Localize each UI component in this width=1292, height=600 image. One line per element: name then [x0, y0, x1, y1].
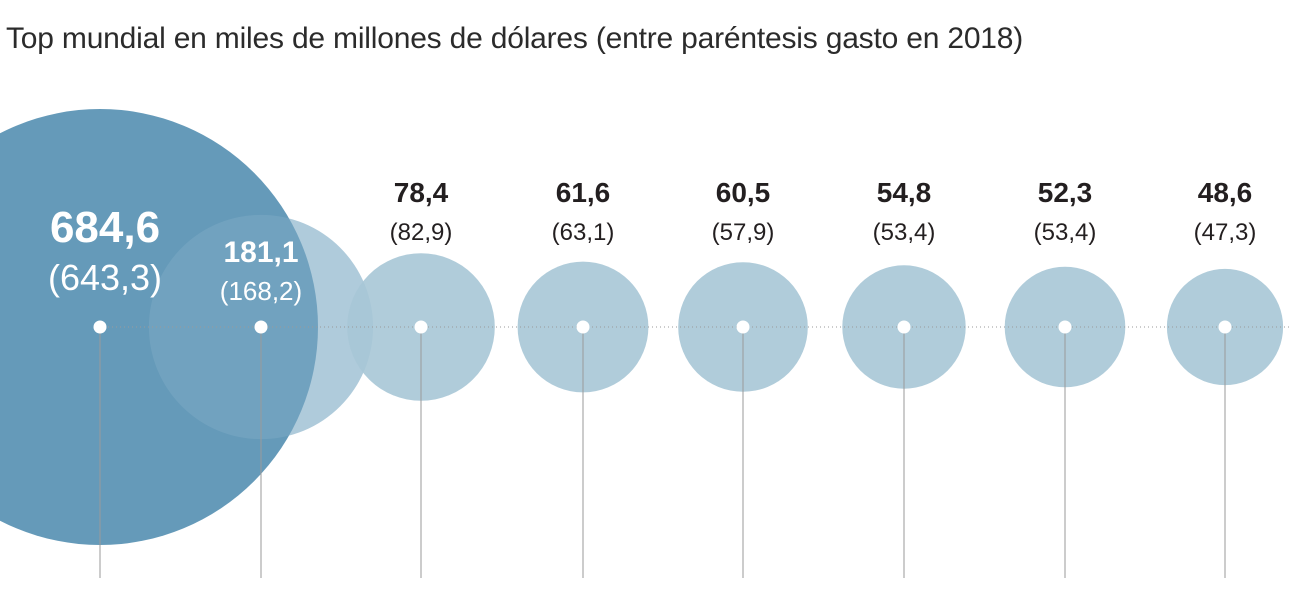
chart-subtitle: Top mundial en miles de millones de dóla… [6, 22, 1024, 55]
value-label-1: 684,6 [50, 203, 160, 252]
center-dot-2 [254, 320, 268, 334]
value-label-4: 61,6 [556, 177, 611, 208]
center-dot-7 [1058, 320, 1072, 334]
prev-value-label-1: (643,3) [48, 257, 162, 298]
prev-value-label-5: (57,9) [712, 219, 775, 246]
prev-value-label-8: (47,3) [1194, 219, 1257, 246]
value-label-7: 52,3 [1038, 177, 1093, 208]
bubble-layer [0, 109, 1284, 545]
prev-value-label-3: (82,9) [390, 219, 453, 246]
prev-value-label-6: (53,4) [873, 219, 936, 246]
prev-value-label-2: (168,2) [220, 276, 302, 306]
label-layer: 684,6 (643,3) 181,1 (168,2) 78,4 (82,9) 61,6 (6… [48, 177, 1256, 334]
center-dot-4 [576, 320, 590, 334]
guide-layer [99, 326, 1290, 578]
center-dot-6 [897, 320, 911, 334]
prev-value-label-7: (53,4) [1034, 219, 1097, 246]
center-dot-5 [736, 320, 750, 334]
value-label-5: 60,5 [716, 177, 771, 208]
prev-value-label-4: (63,1) [552, 219, 615, 246]
value-label-3: 78,4 [394, 177, 449, 208]
center-dot-8 [1218, 320, 1232, 334]
value-label-6: 54,8 [877, 177, 932, 208]
value-label-2: 181,1 [223, 236, 298, 269]
value-label-8: 48,6 [1198, 177, 1253, 208]
center-dot-3 [414, 320, 428, 334]
center-dot-1 [93, 320, 107, 334]
